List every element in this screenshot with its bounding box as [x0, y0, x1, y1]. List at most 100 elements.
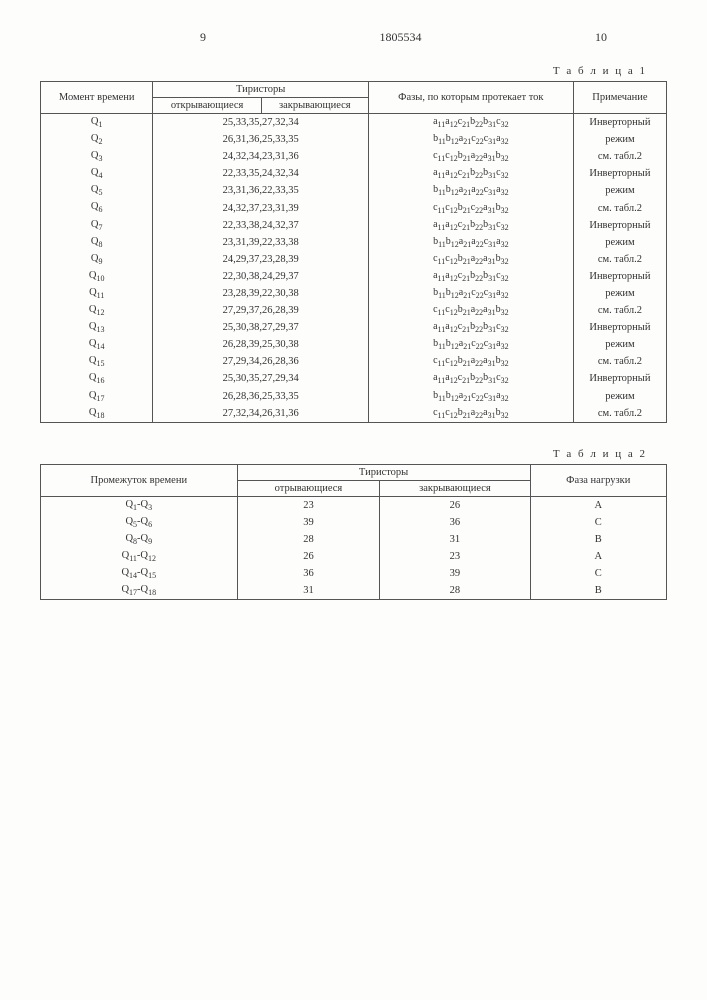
moment-cell: Q3 — [41, 148, 153, 165]
note-cell: см. табл.2 — [573, 251, 666, 268]
phase-cell: a11a12c21b22b31c32 — [368, 319, 573, 336]
t2-h-closing: закрывающиеся — [380, 480, 530, 496]
moment-cell: Q1 — [41, 114, 153, 132]
table-row: Q324,32,34,23,31,36c11c12b21a22a31b32см.… — [41, 148, 667, 165]
phase-cell: b11b12a21a22c31a32 — [368, 182, 573, 199]
phase-cell: a11a12c21b22b31c32 — [368, 217, 573, 234]
moment-cell: Q4 — [41, 165, 153, 182]
thyristor-cell: 26,28,36,25,33,35 — [153, 388, 368, 405]
table1-label: Т а б л и ц а 1 — [40, 65, 647, 77]
table-row: Q5-Q63936C — [41, 514, 667, 531]
moment-cell: Q10 — [41, 268, 153, 285]
note-cell: см. табл.2 — [573, 199, 666, 216]
phase-cell: C — [530, 514, 666, 531]
table-row: Q1625,30,35,27,29,34a11a12c21b22b31c32Ин… — [41, 370, 667, 387]
phase-cell: B — [530, 531, 666, 548]
table-row: Q422,33,35,24,32,34a11a12c21b22b31c32Инв… — [41, 165, 667, 182]
moment-cell: Q6 — [41, 199, 153, 216]
note-cell: режим — [573, 182, 666, 199]
note-cell: см. табл.2 — [573, 148, 666, 165]
table-row: Q11-Q122623A — [41, 548, 667, 565]
moment-cell: Q7 — [41, 217, 153, 234]
phase-cell: A — [530, 496, 666, 514]
t1-h-opening: открывающиеся — [153, 98, 261, 114]
thyristor-cell: 22,33,35,24,32,34 — [153, 165, 368, 182]
range-cell: Q11-Q12 — [41, 548, 238, 565]
t1-h-phases: Фазы, по которым протекает ток — [368, 82, 573, 114]
phase-cell: A — [530, 548, 666, 565]
phase-cell: b11b12a21c22c31a32 — [368, 131, 573, 148]
thyristor-cell: 27,29,34,26,28,36 — [153, 353, 368, 370]
phase-cell: c11c12b21a22a31b32 — [368, 148, 573, 165]
table-row: Q17-Q183128B — [41, 582, 667, 600]
range-cell: Q14-Q15 — [41, 565, 238, 582]
note-cell: режим — [573, 285, 666, 302]
range-cell: Q8-Q9 — [41, 531, 238, 548]
thyristor-cell: 22,30,38,24,29,37 — [153, 268, 368, 285]
table2-label: Т а б л и ц а 2 — [40, 448, 647, 460]
open-cell: 31 — [237, 582, 380, 600]
thyristor-cell: 26,31,36,25,33,35 — [153, 131, 368, 148]
note-cell: см. табл.2 — [573, 353, 666, 370]
moment-cell: Q16 — [41, 370, 153, 387]
close-cell: 26 — [380, 496, 530, 514]
close-cell: 36 — [380, 514, 530, 531]
note-cell: Инверторный — [573, 217, 666, 234]
thyristor-cell: 26,28,39,25,30,38 — [153, 336, 368, 353]
table-row: Q8-Q92831B — [41, 531, 667, 548]
table-row: Q226,31,36,25,33,35b11b12a21c22c31a32реж… — [41, 131, 667, 148]
phase-cell: a11a12c21b22b31c32 — [368, 165, 573, 182]
close-cell: 28 — [380, 582, 530, 600]
moment-cell: Q2 — [41, 131, 153, 148]
close-cell: 23 — [380, 548, 530, 565]
range-cell: Q5-Q6 — [41, 514, 238, 531]
phase-cell: b11b12a21c22c31a32 — [368, 285, 573, 302]
range-cell: Q17-Q18 — [41, 582, 238, 600]
moment-cell: Q12 — [41, 302, 153, 319]
table-row: Q1827,32,34,26,31,36c11c12b21a22a31b32см… — [41, 405, 667, 423]
phase-cell: c11c12b21a22a31b32 — [368, 353, 573, 370]
note-cell: режим — [573, 336, 666, 353]
table-row: Q1726,28,36,25,33,35b11b12a21c22c31a32ре… — [41, 388, 667, 405]
moment-cell: Q14 — [41, 336, 153, 353]
thyristor-cell: 23,28,39,22,30,38 — [153, 285, 368, 302]
t1-h-note: Примечание — [573, 82, 666, 114]
open-cell: 28 — [237, 531, 380, 548]
t1-h-moment: Момент времени — [41, 82, 153, 114]
phase-cell: c11c12b21a22a31b32 — [368, 405, 573, 423]
table2: Промежуток времени Тиристоры Фаза нагруз… — [40, 464, 667, 601]
moment-cell: Q11 — [41, 285, 153, 302]
thyristor-cell: 23,31,36,22,33,35 — [153, 182, 368, 199]
phase-cell: a11a12c21b22b31c32 — [368, 268, 573, 285]
table-row: Q1123,28,39,22,30,38b11b12a21c22c31a32ре… — [41, 285, 667, 302]
note-cell: режим — [573, 388, 666, 405]
table-row: Q924,29,37,23,28,39c11c12b21a22a31b32см.… — [41, 251, 667, 268]
table-row: Q125,33,35,27,32,34a11a12c21b22b31c32Инв… — [41, 114, 667, 132]
phase-cell: C — [530, 565, 666, 582]
thyristor-cell: 22,33,38,24,32,37 — [153, 217, 368, 234]
table-row: Q722,33,38,24,32,37a11a12c21b22b31c32Инв… — [41, 217, 667, 234]
table-row: Q624,32,37,23,31,39c11c12b21c22a31b32см.… — [41, 199, 667, 216]
t2-h-range: Промежуток времени — [41, 464, 238, 496]
thyristor-cell: 27,29,37,26,28,39 — [153, 302, 368, 319]
page-num-right: 10 — [595, 30, 607, 45]
open-cell: 39 — [237, 514, 380, 531]
phase-cell: a11a12c21b22b31c32 — [368, 114, 573, 132]
page-num-left: 9 — [200, 30, 206, 45]
t1-h-thyristors: Тиристоры — [153, 82, 368, 98]
table-row: Q1325,30,38,27,29,37a11a12c21b22b31c32Ин… — [41, 319, 667, 336]
close-cell: 31 — [380, 531, 530, 548]
table-row: Q1527,29,34,26,28,36c11c12b21a22a31b32см… — [41, 353, 667, 370]
moment-cell: Q18 — [41, 405, 153, 423]
phase-cell: b11b12a21c22c31a32 — [368, 388, 573, 405]
table-row: Q823,31,39,22,33,38b11b12a21a22c31a32реж… — [41, 234, 667, 251]
note-cell: Инверторный — [573, 268, 666, 285]
moment-cell: Q9 — [41, 251, 153, 268]
thyristor-cell: 24,32,34,23,31,36 — [153, 148, 368, 165]
t1-h-closing: закрывающиеся — [261, 98, 368, 114]
range-cell: Q1-Q3 — [41, 496, 238, 514]
page-header: 9 1805534 10 — [200, 30, 607, 45]
table-row: Q1426,28,39,25,30,38b11b12a21c22c31a32ре… — [41, 336, 667, 353]
table-row: Q523,31,36,22,33,35b11b12a21a22c31a32реж… — [41, 182, 667, 199]
moment-cell: Q15 — [41, 353, 153, 370]
